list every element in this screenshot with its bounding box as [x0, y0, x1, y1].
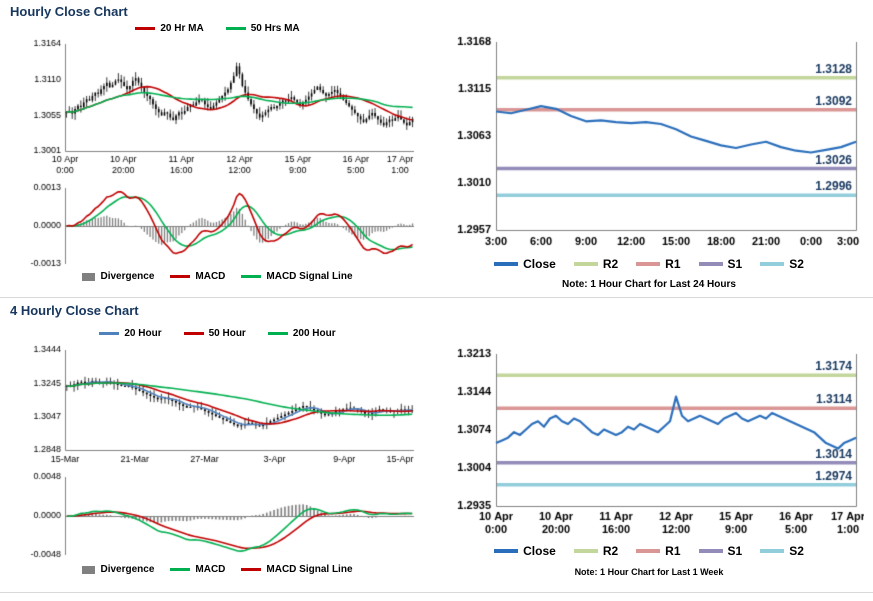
legend-label: Divergence: [100, 271, 155, 282]
legend-label: R2: [602, 257, 619, 271]
legend-item-s2: S2: [760, 257, 804, 271]
r2-swatch-icon: [573, 262, 598, 266]
50-hrs-ma-swatch-icon: [225, 27, 246, 30]
legend-label: S2: [789, 544, 804, 558]
legend-label: Divergence: [100, 564, 155, 575]
20-hour-swatch-icon: [99, 332, 120, 335]
legend-label: 200 Hour: [292, 328, 336, 339]
legend-item-macd: MACD: [170, 271, 225, 282]
hourly-macd-legend: Divergence MACD MACD Signal Line: [15, 271, 420, 282]
legend-label: MACD: [195, 564, 226, 575]
divergence-swatch-icon: [82, 272, 96, 281]
legend-item-macd: MACD: [170, 564, 225, 575]
legend-item-macd-signal-line: MACD Signal Line: [241, 271, 353, 282]
4hourly-macd-legend: Divergence MACD MACD Signal Line: [15, 564, 420, 575]
hourly-pivot-legend: Close R2 R1 S1 S2: [434, 257, 864, 271]
20-hr-ma-swatch-icon: [135, 27, 156, 30]
legend-label: 20 Hr MA: [160, 23, 204, 34]
legend-item-r2: R2: [573, 257, 619, 271]
legend-item-50-hrs-ma: 50 Hrs MA: [225, 23, 300, 34]
s1-swatch-icon: [698, 549, 723, 553]
legend-label: R1: [665, 544, 681, 558]
legend-label: S2: [789, 257, 804, 271]
legend-label: Close: [523, 257, 556, 271]
divergence-swatch-icon: [82, 565, 96, 574]
legend-label: S1: [727, 544, 743, 558]
legend-item-50-hour: 50 Hour: [183, 328, 246, 339]
hourly-close-pivot-chart: [434, 28, 864, 256]
weekly-pivot-legend: Close R2 R1 S1 S2: [434, 544, 864, 558]
legend-label: Close: [523, 544, 556, 558]
legend-item-macd-signal-line: MACD Signal Line: [241, 564, 353, 575]
legend-item-divergence: Divergence: [82, 271, 154, 282]
legend-item-s2: S2: [760, 544, 804, 558]
section-title-4hourly: 4 Hourly Close Chart: [10, 303, 139, 318]
50-hour-swatch-icon: [183, 332, 204, 335]
legend-item-200-hour: 200 Hour: [267, 328, 336, 339]
s1-swatch-icon: [698, 262, 723, 266]
legend-label: S1: [727, 257, 743, 271]
weekly-close-pivot-chart: [434, 340, 864, 540]
r1-swatch-icon: [636, 262, 661, 266]
s2-swatch-icon: [760, 549, 785, 553]
legend-label: R1: [665, 257, 681, 271]
section-title-hourly: Hourly Close Chart: [10, 4, 128, 19]
legend-item-close: Close: [494, 544, 556, 558]
legend-label: MACD: [195, 271, 226, 282]
200-hour-swatch-icon: [267, 332, 288, 335]
legend-label: MACD Signal Line: [266, 564, 353, 575]
legend-item-s1: S1: [698, 544, 743, 558]
hourly-macd-chart: [15, 183, 420, 269]
macd-swatch-icon: [170, 568, 191, 571]
r1-swatch-icon: [636, 549, 661, 553]
4hourly-macd-chart: [15, 472, 420, 560]
hourly-candlestick-chart: [15, 38, 420, 181]
legend-label: MACD Signal Line: [266, 271, 353, 282]
bottom-divider: [0, 592, 873, 593]
s2-swatch-icon: [760, 262, 785, 266]
section-divider: [0, 297, 873, 298]
macd-signal-line-swatch-icon: [241, 275, 262, 278]
legend-item-20-hr-ma: 20 Hr MA: [135, 23, 204, 34]
macd-signal-line-swatch-icon: [241, 568, 262, 571]
legend-item-r1: R1: [636, 257, 681, 271]
4hourly-candlestick-chart: [15, 344, 420, 468]
legend-item-divergence: Divergence: [82, 564, 154, 575]
legend-label: 50 Hrs MA: [250, 23, 300, 34]
4hourly-ma-legend: 20 Hour 50 Hour 200 Hour: [15, 328, 420, 339]
weekly-chart-note: Note: 1 Hour Chart for Last 1 Week: [574, 567, 724, 577]
legend-item-r1: R1: [636, 544, 681, 558]
legend-item-r2: R2: [573, 544, 619, 558]
close-swatch-icon: [494, 262, 519, 266]
legend-label: 20 Hour: [124, 328, 162, 339]
r2-swatch-icon: [573, 549, 598, 553]
macd-swatch-icon: [170, 275, 191, 278]
close-swatch-icon: [494, 549, 519, 553]
legend-label: 50 Hour: [208, 328, 246, 339]
hourly-chart-note: Note: 1 Hour Chart for Last 24 Hours: [562, 279, 736, 290]
legend-item-20-hour: 20 Hour: [99, 328, 162, 339]
legend-label: R2: [602, 544, 619, 558]
legend-item-close: Close: [494, 257, 556, 271]
hourly-ma-legend: 20 Hr MA 50 Hrs MA: [15, 23, 420, 34]
legend-item-s1: S1: [698, 257, 743, 271]
